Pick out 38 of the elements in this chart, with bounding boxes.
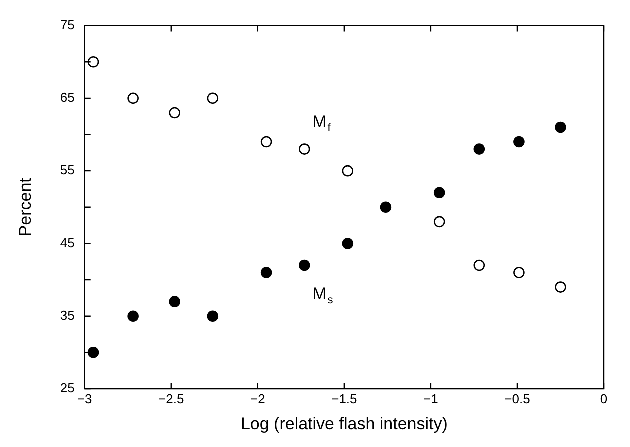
y-tick-label: 55	[60, 162, 75, 178]
point	[260, 267, 272, 278]
point	[514, 136, 525, 148]
point	[298, 144, 310, 155]
point	[474, 144, 486, 155]
point	[474, 260, 486, 272]
x-tick-label: 0	[600, 391, 608, 406]
point	[434, 216, 446, 228]
y-tick-label: 75	[60, 17, 75, 32]
point	[555, 282, 566, 293]
x-tick-label: −2.5	[158, 391, 184, 406]
point	[207, 310, 219, 322]
point	[207, 92, 219, 104]
point	[260, 136, 272, 148]
point	[380, 202, 392, 214]
point	[169, 296, 180, 308]
point	[128, 92, 139, 104]
x-tick-label: −1.5	[332, 391, 358, 406]
y-tick-label: 65	[60, 90, 75, 106]
point	[434, 187, 446, 199]
point	[88, 56, 100, 68]
x-tick-label: −3	[77, 391, 92, 406]
point	[88, 347, 100, 358]
point	[342, 165, 354, 177]
point	[169, 107, 180, 119]
x-tick-label: −0.5	[504, 391, 530, 406]
point	[514, 267, 525, 278]
x-tick-label: −1	[424, 391, 438, 406]
point	[342, 238, 354, 250]
x-axis-title: Log (relative flash intensity)	[240, 414, 448, 434]
point	[555, 122, 566, 134]
y-tick-label: 35	[60, 308, 75, 323]
x-tick-label: −2	[250, 391, 266, 406]
point	[298, 260, 310, 272]
point	[128, 310, 139, 322]
y-axis-title: Percent	[16, 178, 35, 237]
y-tick-label: 45	[60, 235, 75, 250]
y-tick-label: 25	[60, 380, 75, 396]
